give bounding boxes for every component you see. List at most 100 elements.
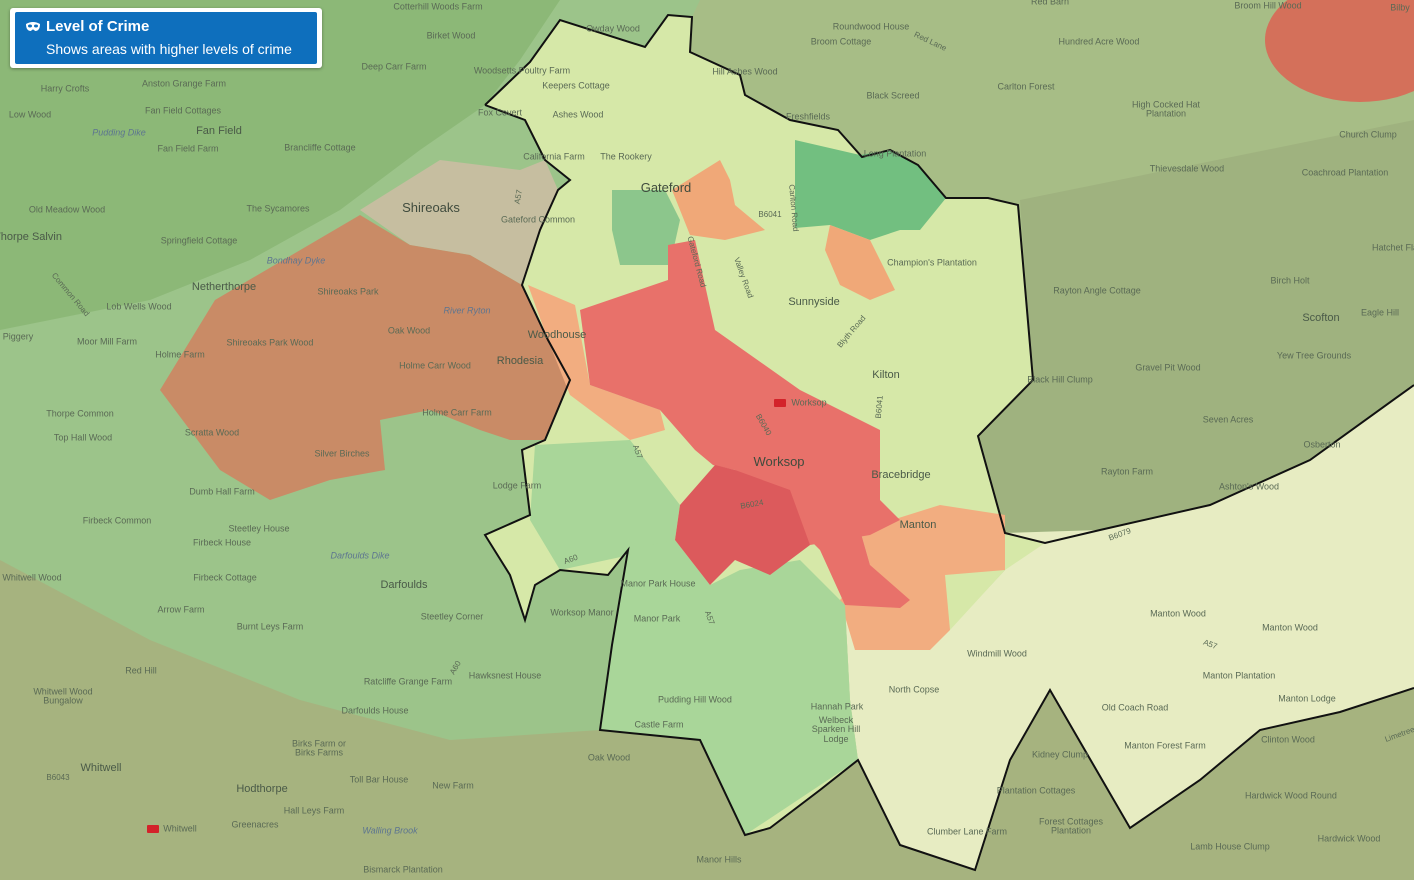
crime-area: [528, 285, 665, 440]
terrain: [0, 0, 560, 330]
crime-area: [612, 190, 680, 265]
place-label: Hawksnest House: [468, 670, 542, 681]
place-label: Clumber Lane Farm: [926, 826, 1008, 837]
crime-area: [795, 140, 946, 240]
place-label: Broom Hill Wood: [1234, 0, 1302, 11]
place-label: Hall Leys Farm: [283, 805, 345, 816]
place-label: Thievesdale Wood: [1149, 163, 1225, 174]
place-label: Hill Ashes Wood: [712, 66, 778, 77]
place-label: Walling Brook: [362, 825, 418, 836]
place-label: Hardwick Wood: [1317, 833, 1381, 844]
place-label: Freshfields: [785, 111, 831, 122]
place-label: Clinton Wood: [1261, 734, 1315, 745]
place-label: Whitwell: [163, 823, 197, 834]
place-label: Forest Cottages Plantation: [1038, 816, 1104, 836]
place-label: Firbeck House: [192, 537, 252, 548]
place-label: Osberton: [1303, 439, 1341, 450]
place-label: Greenacres: [231, 819, 279, 830]
place-label: New Farm: [432, 780, 474, 791]
place-label: Oak Wood: [387, 325, 431, 336]
place-label: Piggery: [2, 331, 34, 342]
place-label: Holme Carr Wood: [399, 360, 471, 371]
place-label: Champion's Plantation: [887, 257, 977, 268]
place-label: Steetley Corner: [420, 611, 484, 622]
place-label: Harry Crofts: [40, 83, 90, 94]
place-label: Fox Covert: [477, 107, 523, 118]
terrain: [0, 560, 1414, 880]
place-label: Springfield Cottage: [160, 235, 238, 246]
place-label: Cotterhill Woods Farm: [393, 1, 483, 12]
place-label: Gateford Common: [500, 214, 576, 225]
place-label: Burnt Leys Farm: [236, 621, 304, 632]
place-label: Rayton Farm: [1100, 466, 1154, 477]
place-label: Gateford Road: [685, 235, 708, 289]
place-label: Red Hill: [125, 665, 157, 676]
place-label: Old Meadow Wood: [28, 204, 106, 215]
station-icon: [147, 399, 786, 833]
place-label: Scratta Wood: [184, 427, 240, 438]
place-label: Coachroad Plantation: [1301, 167, 1389, 178]
place-label: Red Barn: [1030, 0, 1070, 7]
place-label: Bismarck Plantation: [363, 864, 443, 875]
place-label: Darfoulds: [380, 579, 428, 592]
place-label: Silver Birches: [314, 448, 370, 459]
place-label: A57: [702, 609, 717, 626]
place-label: Sunnyside: [788, 296, 840, 309]
crime-area: [672, 160, 765, 240]
place-label: Holme Carr Farm: [422, 407, 492, 418]
place-label: Manton Plantation: [1202, 670, 1276, 681]
place-label: The Rookery: [600, 151, 652, 162]
place-label: Carlton Forest: [997, 81, 1055, 92]
crime-area: [825, 225, 895, 300]
place-label: Anston Grange Farm: [141, 78, 227, 89]
place-label: Pudding Dike: [92, 127, 146, 138]
place-label: Hundred Acre Wood: [1058, 36, 1140, 47]
place-label: A60: [447, 659, 463, 677]
place-label: Manton Forest Farm: [1124, 740, 1206, 751]
place-label: Kilton: [872, 369, 900, 382]
place-label: Bracebridge: [871, 469, 931, 482]
place-label: Bondhay Dyke: [266, 255, 326, 266]
crime-area: [160, 215, 570, 500]
legend-title: Level of Crime: [46, 18, 150, 35]
place-label: Whitwell Wood: [2, 572, 62, 583]
terrain: [845, 385, 1414, 870]
place-label: River Ryton: [443, 305, 491, 316]
place-label: Moor Mill Farm: [77, 336, 137, 347]
place-label: Netherthorpe: [191, 281, 257, 294]
place-label: Top Hall Wood: [53, 432, 113, 443]
place-label: B6041: [758, 209, 782, 219]
place-label: Church Clump: [1339, 129, 1397, 140]
place-label: Hannah Park: [810, 701, 864, 712]
place-label: Seven Acres: [1202, 414, 1254, 425]
legend[interactable]: Level of Crime Shows areas with higher l…: [10, 8, 322, 68]
place-label: Darfoulds Dike: [330, 550, 390, 561]
place-label: Owday Wood: [586, 23, 640, 34]
place-label: Dumb Hall Farm: [189, 486, 255, 497]
place-label: Long Plantation: [863, 148, 927, 159]
place-label: A57: [1202, 637, 1219, 652]
place-label: Yew Tree Grounds: [1276, 350, 1352, 361]
place-label: Firbeck Cottage: [193, 572, 257, 583]
place-label: Eagle Hill: [1360, 307, 1400, 318]
place-label: A60: [562, 552, 579, 567]
place-label: Steetley House: [228, 523, 290, 534]
place-label: A57: [630, 443, 645, 460]
place-label: B6079: [1107, 526, 1133, 543]
place-label: Fan Field Cottages: [144, 105, 222, 116]
place-label: B6040: [753, 412, 774, 437]
crime-area: [1265, 0, 1414, 102]
place-label: Whitwell: [80, 762, 122, 775]
place-label: A57: [512, 189, 524, 205]
place-label: Manton Wood: [1262, 622, 1318, 633]
crime-area: [530, 440, 680, 570]
place-label: Rhodesia: [496, 355, 544, 368]
place-label: Broom Cottage: [810, 36, 872, 47]
place-label: Firbeck Common: [82, 515, 152, 526]
place-label: Gravel Pit Wood: [1135, 362, 1201, 373]
legend-subtitle: Shows areas with higher levels of crime: [46, 41, 292, 57]
place-label: Oak Wood: [587, 752, 631, 763]
